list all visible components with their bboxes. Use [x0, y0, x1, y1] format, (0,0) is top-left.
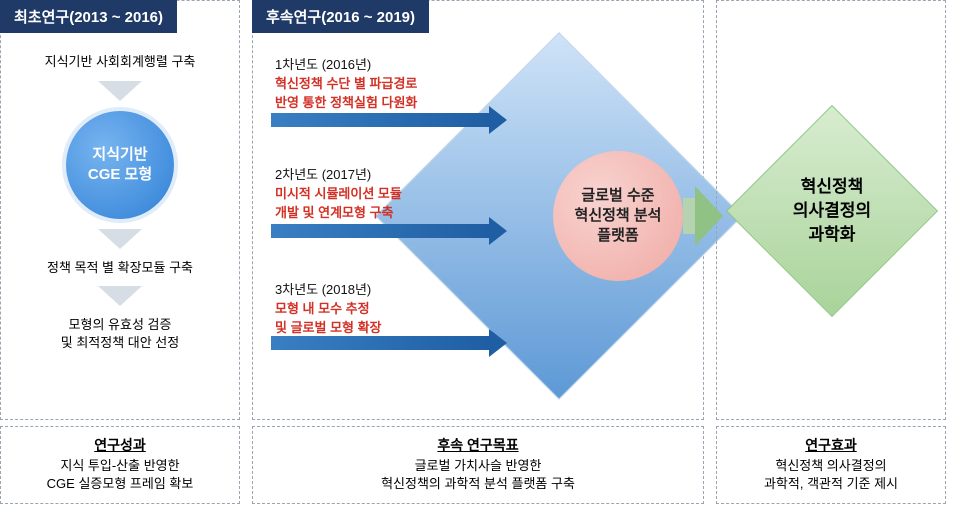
bottom-left-text: 지식 투입-산출 반영한CGE 실증모형 프레임 확보 — [7, 457, 233, 493]
diamond-green-wrap: 혁신정책의사결정의과학화 — [747, 126, 917, 296]
left-step-3: 모형의 유효성 검증및 최적정책 대안 선정 — [61, 316, 179, 351]
bottom-panel-outcome: 연구성과 지식 투입-산출 반영한CGE 실증모형 프레임 확보 — [0, 426, 240, 504]
bottom-right-text: 혁신정책 의사결정의과학적, 객관적 기준 제시 — [723, 457, 939, 493]
arrow-right-icon — [271, 224, 489, 238]
bottom-left-title: 연구성과 — [7, 435, 233, 455]
bottom-mid-title: 후속 연구목표 — [259, 435, 697, 455]
header-initial: 최초연구(2013 ~ 2016) — [0, 0, 177, 33]
node-global-platform: 글로벌 수준혁신정책 분석플랫폼 — [553, 151, 683, 281]
header-followup: 후속연구(2016 ~ 2019) — [252, 0, 429, 33]
year-1-desc: 혁신정책 수단 별 파급경로반영 통한 정책실험 다원화 — [275, 75, 417, 113]
arrow-right-icon — [271, 113, 489, 127]
arrow-right-green-icon — [683, 186, 725, 246]
node-knowledge-cge: 지식기반CGE 모형 — [66, 111, 174, 219]
year-3-desc: 모형 내 모수 추정및 글로벌 모형 확장 — [275, 300, 382, 338]
diamond-green-label: 혁신정책의사결정의과학화 — [793, 175, 871, 246]
arrow-right-icon — [271, 336, 489, 350]
chevron-down-icon — [98, 286, 142, 306]
left-flow: 지식기반 사회회계행렬 구축 지식기반CGE 모형 정책 목적 별 확장모듈 구… — [1, 53, 239, 351]
year-2-desc: 미시적 시뮬레이션 모듈개발 및 연계모형 구축 — [275, 185, 402, 223]
year-2-label: 2차년도 (2017년) — [275, 166, 402, 185]
bottom-right-title: 연구효과 — [723, 435, 939, 455]
chevron-down-icon — [98, 229, 142, 249]
year-3-label: 3차년도 (2018년) — [275, 281, 382, 300]
panel-effect: 혁신정책의사결정의과학화 — [716, 0, 946, 420]
panel-initial-research: 최초연구(2013 ~ 2016) 지식기반 사회회계행렬 구축 지식기반CGE… — [0, 0, 240, 420]
year-block-3: 3차년도 (2018년) 모형 내 모수 추정및 글로벌 모형 확장 — [275, 281, 382, 338]
year-block-1: 1차년도 (2016년) 혁신정책 수단 별 파급경로반영 통한 정책실험 다원… — [275, 56, 417, 113]
panel-followup-research: 후속연구(2016 ~ 2019) 1차년도 (2016년) 혁신정책 수단 별… — [252, 0, 704, 420]
bottom-panel-goal: 후속 연구목표 글로벌 가치사슬 반영한혁신정책의 과학적 분석 플랫폼 구축 — [252, 426, 704, 504]
left-step-1: 지식기반 사회회계행렬 구축 — [45, 53, 196, 71]
bottom-mid-text: 글로벌 가치사슬 반영한혁신정책의 과학적 분석 플랫폼 구축 — [259, 457, 697, 493]
bottom-row: 연구성과 지식 투입-산출 반영한CGE 실증모형 프레임 확보 후속 연구목표… — [0, 426, 961, 504]
left-step-2: 정책 목적 별 확장모듈 구축 — [47, 259, 193, 277]
year-block-2: 2차년도 (2017년) 미시적 시뮬레이션 모듈개발 및 연계모형 구축 — [275, 166, 402, 223]
year-1-label: 1차년도 (2016년) — [275, 56, 417, 75]
bottom-panel-effect: 연구효과 혁신정책 의사결정의과학적, 객관적 기준 제시 — [716, 426, 946, 504]
main-row: 최초연구(2013 ~ 2016) 지식기반 사회회계행렬 구축 지식기반CGE… — [0, 0, 961, 420]
chevron-down-icon — [98, 81, 142, 101]
